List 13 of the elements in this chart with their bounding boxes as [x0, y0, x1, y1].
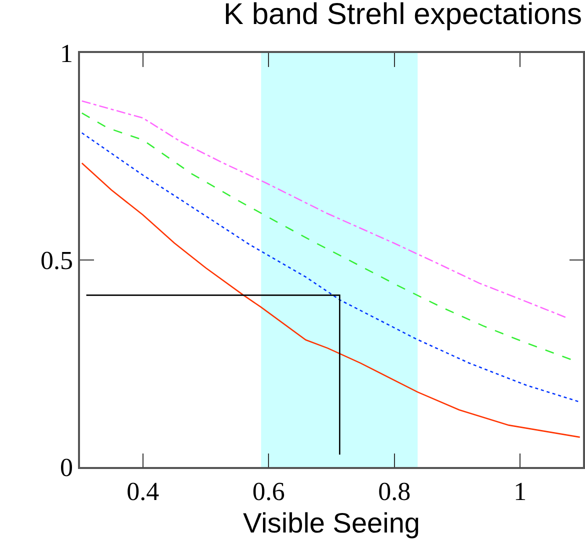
line-series: [81, 132, 581, 403]
x-axis-title: Visible Seeing: [243, 508, 420, 539]
chart-title: K band Strehl expectations: [223, 0, 582, 31]
x-tick-label: 0.6: [252, 476, 285, 506]
y-tick-label: 1: [60, 39, 74, 68]
line-series: [81, 100, 568, 319]
x-tick-label: 0.4: [126, 476, 160, 506]
y-tick-label: 0.5: [40, 246, 74, 276]
y-tick-label: 0: [60, 453, 74, 482]
line-series: [81, 112, 574, 361]
x-tick-label: 1: [514, 476, 527, 506]
line-series: [81, 162, 581, 438]
x-tick-label: 0.8: [378, 476, 411, 506]
